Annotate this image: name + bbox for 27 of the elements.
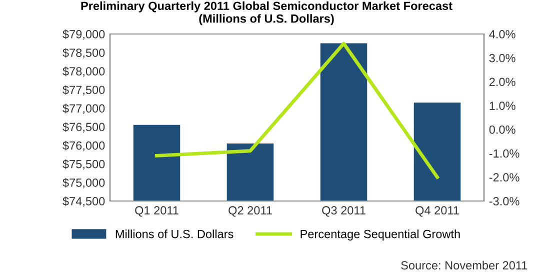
x-tick-label: Q3 2011 bbox=[322, 206, 366, 217]
y-tick-label: $75,000 bbox=[62, 178, 105, 188]
y2-tick-label: 1.0% bbox=[490, 102, 516, 110]
chart-title: Preliminary Quarterly 2011 Global Semiconductor Market Forecast (Millions of U.S. Dollars) bbox=[81, 1, 452, 26]
y-tick-label: $79,000 bbox=[62, 30, 105, 40]
y2-tick-label: -1.0% bbox=[489, 149, 520, 158]
legend-label: Percentage Sequential Growth bbox=[300, 230, 460, 241]
source-note: Source: November 2011 bbox=[401, 260, 528, 270]
y2-tick-label: 0.0% bbox=[489, 125, 516, 134]
y-tick-label: $76,000 bbox=[62, 140, 105, 152]
x-tick-label: Q2 2011 bbox=[228, 206, 272, 217]
y-tick-label: $78,000 bbox=[62, 66, 105, 77]
line-series bbox=[155, 42, 439, 179]
y-tick-label: $75,500 bbox=[62, 159, 105, 170]
y-tick-label: $78,500 bbox=[62, 48, 105, 58]
y2-tick-label: -3.0% bbox=[489, 197, 520, 206]
y-tick-label: $76,500 bbox=[62, 122, 105, 133]
y2-tick-label: -2.0% bbox=[489, 173, 520, 182]
y2-tick-label: 3.0% bbox=[489, 54, 516, 62]
y2-tick-label: 2.0% bbox=[489, 78, 516, 86]
x-tick-label: Q4 2011 bbox=[416, 206, 459, 217]
y-tick-label: $74,500 bbox=[62, 196, 105, 207]
y-tick-label: $77,000 bbox=[62, 104, 105, 114]
y-tick-label: $77,500 bbox=[62, 85, 105, 96]
legend-label: Millions of U.S. Dollars bbox=[116, 230, 234, 238]
y2-tick-label: 4.0% bbox=[489, 30, 516, 38]
x-tick-label: Q1 2011 bbox=[135, 206, 178, 217]
